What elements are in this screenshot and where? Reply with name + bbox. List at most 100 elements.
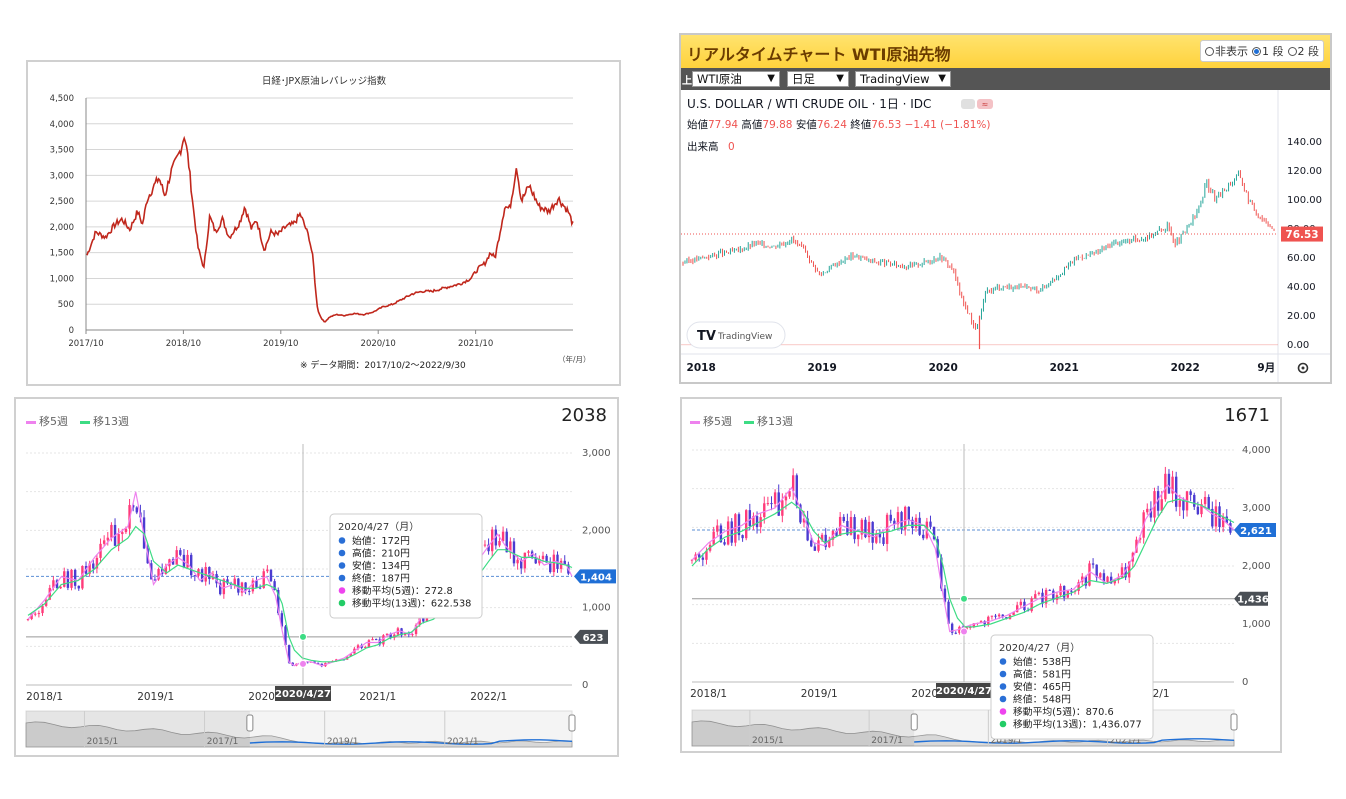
candle-body (784, 496, 788, 501)
navigator-label: 2015/1 (87, 737, 119, 747)
tradingview-logo[interactable]: TV TradingView (686, 321, 786, 349)
x-tick-label: 2017/10 (68, 339, 103, 349)
radio-one[interactable]: 1 段 (1252, 43, 1284, 59)
y-tick-label: 3,000 (582, 448, 611, 459)
chart-toolbar: 上 WTI原油 ▼ 日足 ▼ TradingView ▼ (681, 68, 1330, 90)
candle-body (233, 578, 236, 586)
candle-body (266, 569, 269, 572)
candle-body (835, 530, 838, 536)
candle-body (157, 569, 160, 580)
candle-body (824, 534, 827, 548)
candle-body (124, 528, 128, 533)
y-tick-label: 0 (1242, 677, 1248, 688)
candle-body (552, 554, 556, 573)
tooltip-row: 高値：210円 (352, 547, 410, 560)
navigator-handle-right[interactable] (568, 714, 576, 732)
candle-body (726, 521, 730, 545)
candle-body (1001, 614, 1004, 618)
legend-ma5[interactable]: 移5週 (690, 413, 732, 429)
candle-body (755, 516, 759, 528)
tooltip-row: 終値：187円 (352, 572, 410, 585)
candle-body (903, 506, 907, 530)
candle-body (997, 614, 1001, 617)
candle-body (41, 605, 44, 614)
radio-hide[interactable]: 非表示 (1205, 43, 1248, 59)
candle-body (541, 555, 545, 559)
weekly-candle-panel-left: 移5週 移13週 2038 0 1,000 2,000 3,000 2018/1 2019… (14, 397, 619, 757)
tooltip-bullet-icon (999, 708, 1007, 715)
candle-body (748, 510, 752, 526)
collapse-icon[interactable] (961, 99, 975, 109)
tooltip-row: 移動平均(5週)：272.8 (352, 584, 453, 597)
date-tag-text: 2020/4/27 (936, 686, 992, 697)
candle-body (752, 516, 755, 526)
candle-body (222, 579, 226, 595)
y-tick-label: 0 (69, 326, 74, 336)
candle-body (306, 662, 309, 664)
source-select[interactable]: TradingView ▼ (855, 71, 951, 87)
period-select[interactable]: 日足 ▼ (787, 71, 849, 87)
candle-body (534, 556, 537, 564)
candle-body (712, 531, 715, 545)
candle-body (763, 503, 766, 518)
candle-body (878, 534, 882, 538)
y-tick-label: 20.00 (1287, 311, 1316, 322)
candle-body (563, 560, 566, 565)
symbol-line: U.S. DOLLAR / WTI CRUDE OIL · 1日 · IDC (687, 97, 931, 111)
ref-tag-text: 1,436 (1237, 595, 1269, 606)
navigator-handle-left[interactable] (246, 714, 254, 732)
candle-body (1012, 612, 1015, 616)
x-tick-label: 2019/10 (263, 339, 298, 349)
panel-header: リアルタイムチャート WTI原油先物 非表示 1 段 2 段 (681, 35, 1330, 68)
instrument-select[interactable]: WTI原油 ▼ (692, 71, 780, 87)
legend-ma13[interactable]: 移13週 (744, 413, 793, 429)
candle-body (364, 646, 367, 648)
y-tick-label: 1,500 (50, 249, 74, 259)
candle-body (893, 520, 896, 525)
range-navigator[interactable]: 2015/1 2017/1 2019/1 2021/1 (25, 710, 576, 748)
candle-body (106, 537, 109, 541)
candle-body (63, 571, 66, 587)
candle-body (954, 632, 957, 634)
range-navigator[interactable]: 2015/1 2017/1 2019/1 2021/1 (691, 709, 1238, 747)
radio-two[interactable]: 2 段 (1287, 43, 1319, 59)
candle-body (871, 521, 874, 543)
candle-body (509, 541, 512, 553)
candle-body (936, 539, 939, 558)
y-tick-label: 0 (582, 680, 588, 691)
panel-title: リアルタイムチャート WTI原油先物 (687, 45, 951, 64)
leverage-index-panel: 日経･JPX原油レバレッジ指数 0 500 1,000 1,500 2,000 2,500… (26, 60, 621, 386)
y-tick-label: 40.00 (1287, 282, 1316, 293)
candle-body (1084, 576, 1088, 586)
candle-body (193, 575, 197, 577)
wti-chart: U.S. DOLLAR / WTI CRUDE OIL · 1日 · IDC ≈… (681, 90, 1330, 382)
display-mode-radio-group: 非表示 1 段 2 段 (1200, 40, 1324, 62)
candle-body (1019, 601, 1023, 606)
candle-body (1044, 589, 1048, 604)
legend-swatch-icon (690, 420, 700, 424)
navigator-handle-left[interactable] (910, 713, 918, 731)
candle-body (1153, 491, 1156, 518)
navigator-label: 2019/1 (991, 736, 1023, 746)
candle-body (186, 554, 189, 568)
candle-body (813, 546, 817, 551)
candle-body (284, 626, 287, 646)
ma5-line (691, 483, 1235, 633)
candle-body (501, 531, 505, 541)
candle-body (1052, 590, 1055, 600)
navigator-handle-right[interactable] (1230, 713, 1238, 731)
navigator-mask (692, 710, 915, 746)
candle-body (251, 580, 255, 592)
x-tick-label: 2020 (929, 362, 958, 374)
wave-icon[interactable] (977, 99, 993, 109)
date-tag-text: 2020/4/27 (275, 689, 331, 700)
legend-ma13[interactable]: 移13週 (80, 413, 129, 429)
legend-ma5[interactable]: 移5週 (26, 413, 68, 429)
candle-body (422, 617, 425, 622)
candle-body (842, 516, 845, 522)
tooltip-row: 終値：548円 (1013, 693, 1071, 706)
candle-body (1229, 523, 1232, 533)
gear-icon[interactable] (1297, 362, 1309, 374)
candle-body (349, 653, 352, 657)
